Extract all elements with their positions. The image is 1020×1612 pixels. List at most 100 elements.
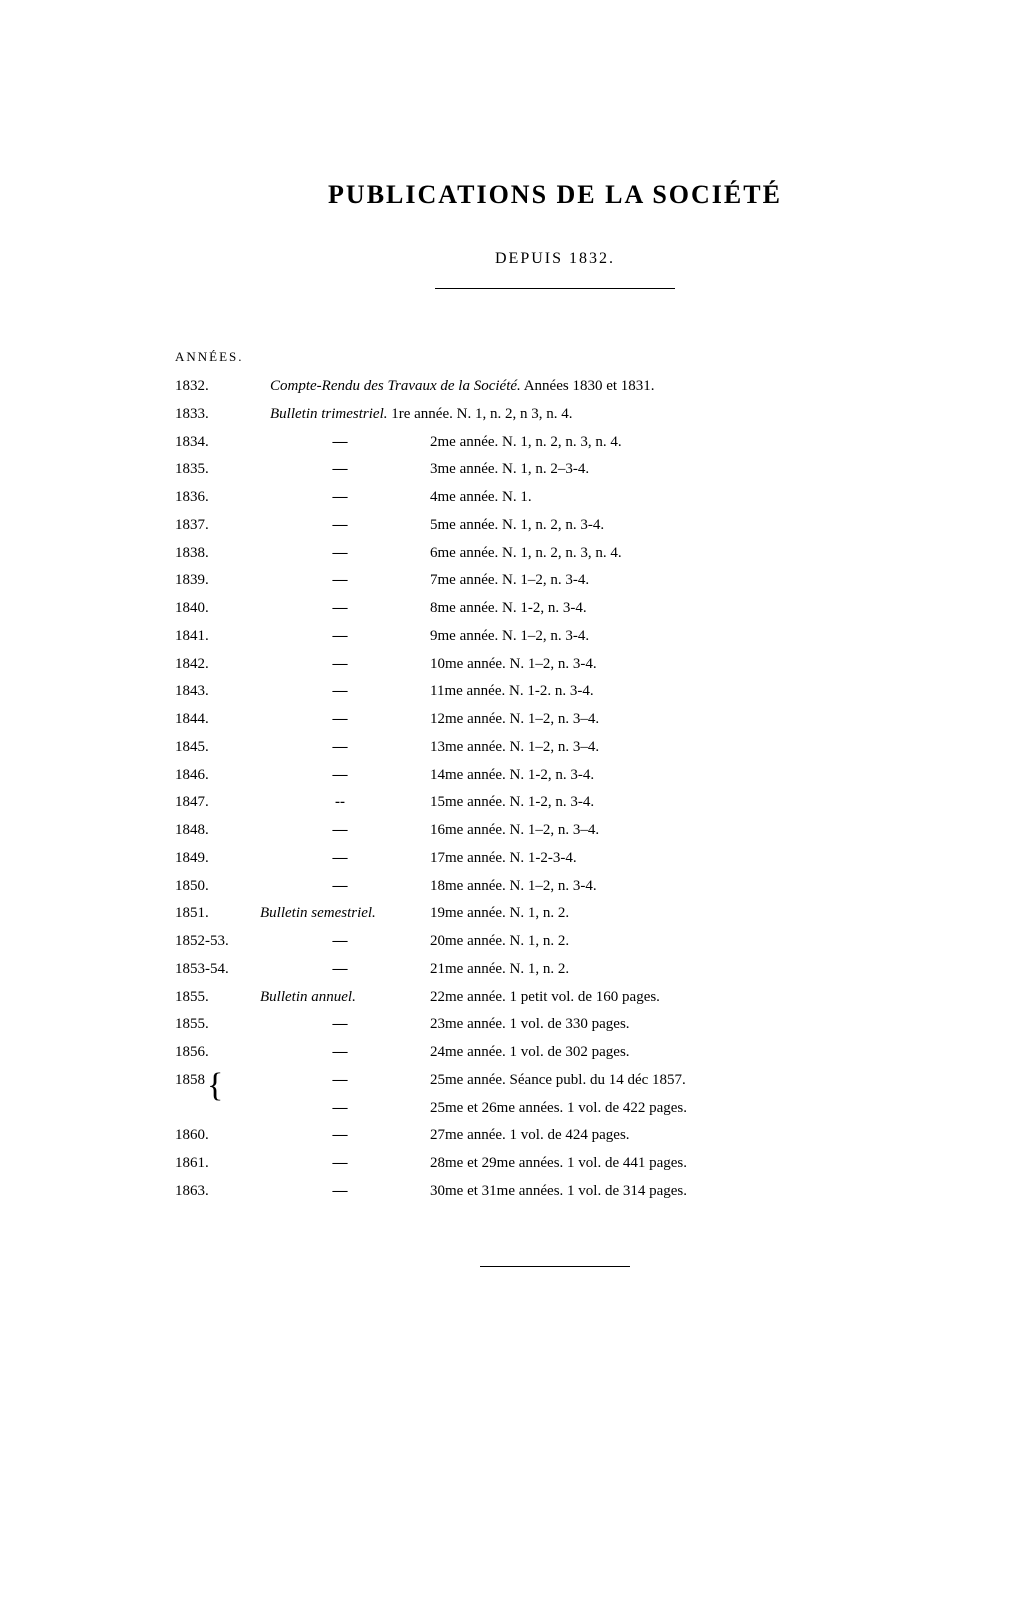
type-cell: — <box>260 456 420 484</box>
desc-cell: 18me année. N. 1–2, n. 3-4. <box>420 873 940 901</box>
desc-cell: 17me année. N. 1-2-3-4. <box>420 845 940 873</box>
type-cell: — <box>260 845 420 873</box>
desc-cell: 2me année. N. 1, n. 2, n. 3, n. 4. <box>420 429 940 457</box>
type-cell: — <box>260 956 420 984</box>
table-row: 1852-53.—20me année. N. 1, n. 2. <box>170 928 940 956</box>
desc-cell: 14me année. N. 1-2, n. 3-4. <box>420 762 940 790</box>
desc-cell: 19me année. N. 1, n. 2. <box>420 900 940 928</box>
table-row: 1834.—2me année. N. 1, n. 2, n. 3, n. 4. <box>170 429 940 457</box>
year-cell: 1837. <box>170 512 260 540</box>
desc-cell: 15me année. N. 1-2, n. 3-4. <box>420 789 940 817</box>
table-row: 1851.Bulletin semestriel.19me année. N. … <box>170 900 940 928</box>
year-cell: 1850. <box>170 873 260 901</box>
year-cell: 1843. <box>170 678 260 706</box>
table-row: 1848.—16me année. N. 1–2, n. 3–4. <box>170 817 940 845</box>
year-cell: 1841. <box>170 623 260 651</box>
type-cell: — <box>260 484 420 512</box>
type-cell: — <box>260 595 420 623</box>
year-cell: 1847. <box>170 789 260 817</box>
year-cell: 1851. <box>170 900 260 928</box>
table-row: 1835.—3me année. N. 1, n. 2–3-4. <box>170 456 940 484</box>
year-cell: 1844. <box>170 706 260 734</box>
table-row: 1847.--15me année. N. 1-2, n. 3-4. <box>170 789 940 817</box>
type-cell: — <box>260 678 420 706</box>
year-cell: 1845. <box>170 734 260 762</box>
year-cell: 1848. <box>170 817 260 845</box>
type-cell: — <box>260 540 420 568</box>
type-cell: — <box>260 651 420 679</box>
year-cell: 1835. <box>170 456 260 484</box>
type-cell: — <box>260 623 420 651</box>
type-cell: Bulletin annuel. <box>260 984 420 1012</box>
table-row: 1841.—9me année. N. 1–2, n. 3-4. <box>170 623 940 651</box>
desc-cell: 8me année. N. 1-2, n. 3-4. <box>420 595 940 623</box>
year-cell: 1853-54. <box>170 956 260 984</box>
desc-cell: 27me année. 1 vol. de 424 pages. <box>420 1122 940 1150</box>
table-row: 1839.—7me année. N. 1–2, n. 3-4. <box>170 567 940 595</box>
year-cell: 1863. <box>170 1178 260 1206</box>
year-cell: 1861. <box>170 1150 260 1178</box>
year-cell: 1855. <box>170 984 260 1012</box>
year-cell: 1834. <box>170 429 260 457</box>
type-cell: — <box>260 1039 420 1067</box>
type-cell: — <box>260 512 420 540</box>
desc-cell: 13me année. N. 1–2, n. 3–4. <box>420 734 940 762</box>
table-row: 1856.—24me année. 1 vol. de 302 pages. <box>170 1039 940 1067</box>
type-cell: — <box>260 762 420 790</box>
year-cell: 1836. <box>170 484 260 512</box>
page-title: PUBLICATIONS DE LA SOCIÉTÉ <box>170 180 940 210</box>
table-row: 1843.—11me année. N. 1-2. n. 3-4. <box>170 678 940 706</box>
table-row: 1850.—18me année. N. 1–2, n. 3-4. <box>170 873 940 901</box>
type-cell: — <box>260 873 420 901</box>
type-cell: — <box>260 1011 420 1039</box>
table-row: 1842.—10me année. N. 1–2, n. 3-4. <box>170 651 940 679</box>
divider-top <box>435 288 675 289</box>
table-row: 1855.Bulletin annuel.22me année. 1 petit… <box>170 984 940 1012</box>
desc-cell: 10me année. N. 1–2, n. 3-4. <box>420 651 940 679</box>
type-cell: Bulletin semestriel. <box>260 900 420 928</box>
desc-cell: 28me et 29me années. 1 vol. de 441 pages… <box>420 1150 940 1178</box>
divider-bottom <box>480 1266 630 1267</box>
table-row: 1836.—4me année. N. 1. <box>170 484 940 512</box>
desc-cell: Bulletin trimestriel. 1re année. N. 1, n… <box>420 401 940 429</box>
desc-cell: 5me année. N. 1, n. 2, n. 3-4. <box>420 512 940 540</box>
table-row: 1858{—25me année. Séance publ. du 14 déc… <box>170 1067 940 1095</box>
desc-cell: 11me année. N. 1-2. n. 3-4. <box>420 678 940 706</box>
table-row: 1844.—12me année. N. 1–2, n. 3–4. <box>170 706 940 734</box>
desc-cell: 20me année. N. 1, n. 2. <box>420 928 940 956</box>
type-cell: — <box>260 567 420 595</box>
desc-cell: 25me et 26me années. 1 vol. de 422 pages… <box>420 1095 940 1123</box>
year-cell: 1840. <box>170 595 260 623</box>
table-row: 1853-54.—21me année. N. 1, n. 2. <box>170 956 940 984</box>
desc-cell: 7me année. N. 1–2, n. 3-4. <box>420 567 940 595</box>
year-cell: 1855. <box>170 1011 260 1039</box>
type-cell: — <box>260 706 420 734</box>
year-cell: 1856. <box>170 1039 260 1067</box>
desc-cell: 12me année. N. 1–2, n. 3–4. <box>420 706 940 734</box>
table-row: 1837.—5me année. N. 1, n. 2, n. 3-4. <box>170 512 940 540</box>
desc-cell: Compte-Rendu des Travaux de la Société. … <box>420 373 940 401</box>
year-cell: 1842. <box>170 651 260 679</box>
desc-cell: 25me année. Séance publ. du 14 déc 1857. <box>420 1067 940 1095</box>
table-row: 1855.—23me année. 1 vol. de 330 pages. <box>170 1011 940 1039</box>
year-cell: 1838. <box>170 540 260 568</box>
table-row: 1849.—17me année. N. 1-2-3-4. <box>170 845 940 873</box>
column-header-years: ANNÉES. <box>170 349 940 365</box>
desc-cell: 30me et 31me années. 1 vol. de 314 pages… <box>420 1178 940 1206</box>
desc-cell: 9me année. N. 1–2, n. 3-4. <box>420 623 940 651</box>
year-cell: 1846. <box>170 762 260 790</box>
page-subtitle: DEPUIS 1832. <box>170 250 940 268</box>
year-cell: 1832. <box>170 373 260 401</box>
table-row: 1845.—13me année. N. 1–2, n. 3–4. <box>170 734 940 762</box>
type-cell: — <box>260 1178 420 1206</box>
table-row: 1846.—14me année. N. 1-2, n. 3-4. <box>170 762 940 790</box>
desc-cell: 16me année. N. 1–2, n. 3–4. <box>420 817 940 845</box>
type-cell: — <box>260 429 420 457</box>
table-row: 1863.—30me et 31me années. 1 vol. de 314… <box>170 1178 940 1206</box>
type-cell: — <box>260 1067 420 1095</box>
table-row: 1832. Compte-Rendu des Travaux de la Soci… <box>170 373 940 401</box>
type-cell: — <box>260 817 420 845</box>
desc-cell: 21me année. N. 1, n. 2. <box>420 956 940 984</box>
type-cell: -- <box>260 789 420 817</box>
table-row: 1840.—8me année. N. 1-2, n. 3-4. <box>170 595 940 623</box>
